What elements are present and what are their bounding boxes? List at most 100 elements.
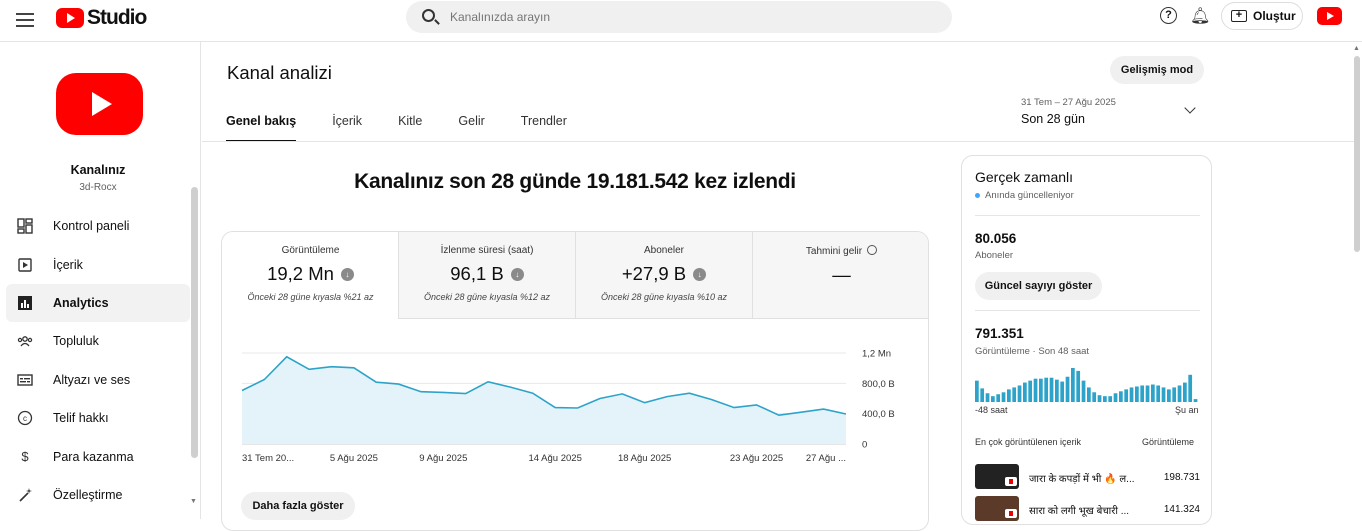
sidebar-item-monetization[interactable]: $ Para kazanma: [6, 437, 190, 475]
page-scrollbar[interactable]: [1354, 56, 1360, 252]
top-content-metric: Görüntüleme: [1142, 437, 1195, 447]
overview-headline: Kanalınız son 28 günde 19.181.542 kez iz…: [354, 170, 796, 193]
scroll-up-icon[interactable]: ▲: [1353, 45, 1360, 52]
metric-label: İzlenme süresi (saat): [440, 245, 534, 256]
advanced-mode-button[interactable]: Gelişmiş mod: [1110, 56, 1204, 84]
metric-label: Aboneler: [643, 245, 685, 256]
metric-subscribers[interactable]: Aboneler +27,9 B ↓ Önceki 28 güne kıyasla…: [575, 232, 752, 319]
realtime-bar: [1039, 378, 1043, 402]
realtime-bar: [1119, 391, 1123, 402]
sidebar-item-community[interactable]: Topluluk: [6, 322, 190, 360]
views-chart[interactable]: 0 400,0 B 800,0 B 1,2 Mn 31 Tem 20... 5 Ağu 2…: [222, 320, 928, 470]
sidebar-item-content[interactable]: İçerik: [6, 245, 190, 283]
metric-value: +27,9 B: [621, 263, 687, 284]
realtime-bar: [1161, 387, 1166, 402]
realtime-bar: [1017, 385, 1022, 402]
realtime-bar: [1156, 385, 1161, 402]
sidebar-nav: Kontrol paneli İçerik Analytics Topluluk…: [6, 207, 190, 514]
realtime-bar: [1076, 370, 1081, 402]
top-content-label: En çok görüntülenen içerik: [975, 437, 1082, 447]
video-title: जारा के कपड़ों में भी 🔥 ल...: [1029, 474, 1135, 485]
realtime-bar: [1103, 396, 1107, 402]
top-content-row[interactable]: जारा के कपड़ों में भी 🔥 ल... 198.731: [975, 464, 1200, 490]
channel-avatar[interactable]: [56, 73, 143, 135]
sidebar-item-dashboard[interactable]: Kontrol paneli: [6, 207, 190, 245]
tab-overview[interactable]: Genel bakış: [226, 114, 297, 142]
search-bar[interactable]: [406, 1, 952, 33]
studio-logo[interactable]: Studio: [56, 6, 147, 30]
metric-value: 96,1 B: [450, 263, 504, 284]
tab-trends[interactable]: Trendler: [520, 114, 567, 128]
svg-text:c: c: [23, 414, 27, 423]
realtime-bar: [1044, 377, 1049, 402]
create-button[interactable]: + Oluştur: [1221, 2, 1303, 30]
video-thumbnail: [975, 464, 1019, 489]
realtime-bar: [1129, 387, 1134, 402]
sidebar-item-subtitles[interactable]: Altyazı ve ses: [6, 361, 190, 399]
realtime-bar: [1140, 385, 1145, 402]
realtime-bar: [1145, 385, 1150, 402]
arrow-down-icon: ↓: [693, 267, 707, 281]
page-title: Kanal analizi: [227, 62, 332, 83]
menu-icon[interactable]: [14, 9, 36, 31]
realtime-bar: [1167, 389, 1171, 402]
sidebar-item-label: Topluluk: [53, 334, 99, 349]
show-count-button[interactable]: Güncel sayıyı göster: [975, 272, 1102, 300]
x-tick-label: 23 Ağu 2025: [730, 453, 783, 464]
header-divider: [202, 141, 1360, 142]
top-content-row[interactable]: सारा को लगी भूख बेचारी ... 141.324: [975, 496, 1200, 522]
account-avatar[interactable]: [1317, 7, 1342, 25]
sidebar-item-label: Para kazanma: [53, 449, 134, 464]
realtime-bar: [1108, 396, 1113, 402]
show-more-button[interactable]: Daha fazla göster: [241, 492, 355, 520]
monetization-icon: $: [21, 449, 29, 465]
realtime-bar: [1177, 385, 1182, 402]
logo-text: Studio: [87, 6, 147, 29]
metric-comparison: Önceki 28 güne kıyasla %10 az: [600, 292, 728, 302]
main-content: Kanal analizi Gelişmiş mod Genel bakış İ…: [202, 42, 1360, 531]
sidebar-item-label: Kontrol paneli: [53, 219, 130, 234]
date-period-label[interactable]: Son 28 gün: [1021, 112, 1085, 126]
tab-content[interactable]: İçerik: [332, 114, 363, 128]
chevron-down-icon[interactable]: [1184, 102, 1196, 114]
sidebar-item-customization[interactable]: Özelleştirme: [6, 476, 190, 514]
realtime-bar-chart[interactable]: [975, 366, 1201, 402]
realtime-bar: [985, 393, 990, 402]
search-icon[interactable]: [422, 9, 435, 22]
dashboard-icon: [16, 217, 34, 235]
realtime-bar: [1087, 387, 1091, 402]
realtime-bar: [1193, 399, 1198, 402]
realtime-bar: [996, 394, 1001, 402]
metric-value: —: [832, 264, 851, 285]
sidebar-item-label: Özelleştirme: [53, 487, 123, 502]
date-range[interactable]: 31 Tem – 27 Ağu 2025: [1021, 97, 1116, 108]
realtime-views-label: Görüntüleme · Son 48 saat: [975, 346, 1090, 357]
help-icon[interactable]: ?: [1160, 7, 1177, 24]
tab-audience[interactable]: Kitle: [398, 114, 423, 128]
search-input[interactable]: [450, 7, 930, 27]
x-tick-label: 31 Tem 20...: [242, 453, 294, 464]
sidebar-item-label: İçerik: [53, 257, 83, 272]
realtime-bar: [1012, 387, 1017, 402]
metric-revenue[interactable]: Tahmini gelir —: [752, 232, 928, 319]
subtitles-icon: [16, 371, 34, 389]
top-bar: Studio ? 🔔︎ + Oluştur: [0, 0, 1362, 42]
realtime-bar: [1097, 395, 1102, 402]
y-tick-label: 0: [862, 440, 867, 451]
channel-handle: 3d-Rocx: [79, 182, 117, 193]
realtime-subscribers-label: Aboneler: [975, 250, 1014, 261]
sidebar-scrollbar[interactable]: [191, 187, 198, 458]
divider: [975, 310, 1200, 311]
scroll-down-icon[interactable]: ▼: [190, 498, 197, 505]
realtime-bar: [1172, 387, 1177, 402]
sidebar-item-analytics[interactable]: Analytics: [6, 283, 190, 323]
realtime-bar: [1033, 378, 1038, 402]
sidebar-item-copyright[interactable]: c Telif hakkı: [6, 399, 190, 437]
notifications-icon[interactable]: 🔔︎: [1190, 8, 1211, 25]
realtime-bar: [1028, 380, 1033, 402]
metric-views[interactable]: Görüntüleme 19,2 Mn ↓ Önceki 28 güne kıya…: [222, 232, 399, 319]
metric-watch-time[interactable]: İzlenme süresi (saat) 96,1 B ↓ Önceki 28 …: [398, 232, 575, 319]
tab-revenue[interactable]: Gelir: [458, 114, 485, 128]
x-tick-label: 18 Ağu 2025: [618, 453, 671, 464]
realtime-bar: [1007, 389, 1011, 402]
